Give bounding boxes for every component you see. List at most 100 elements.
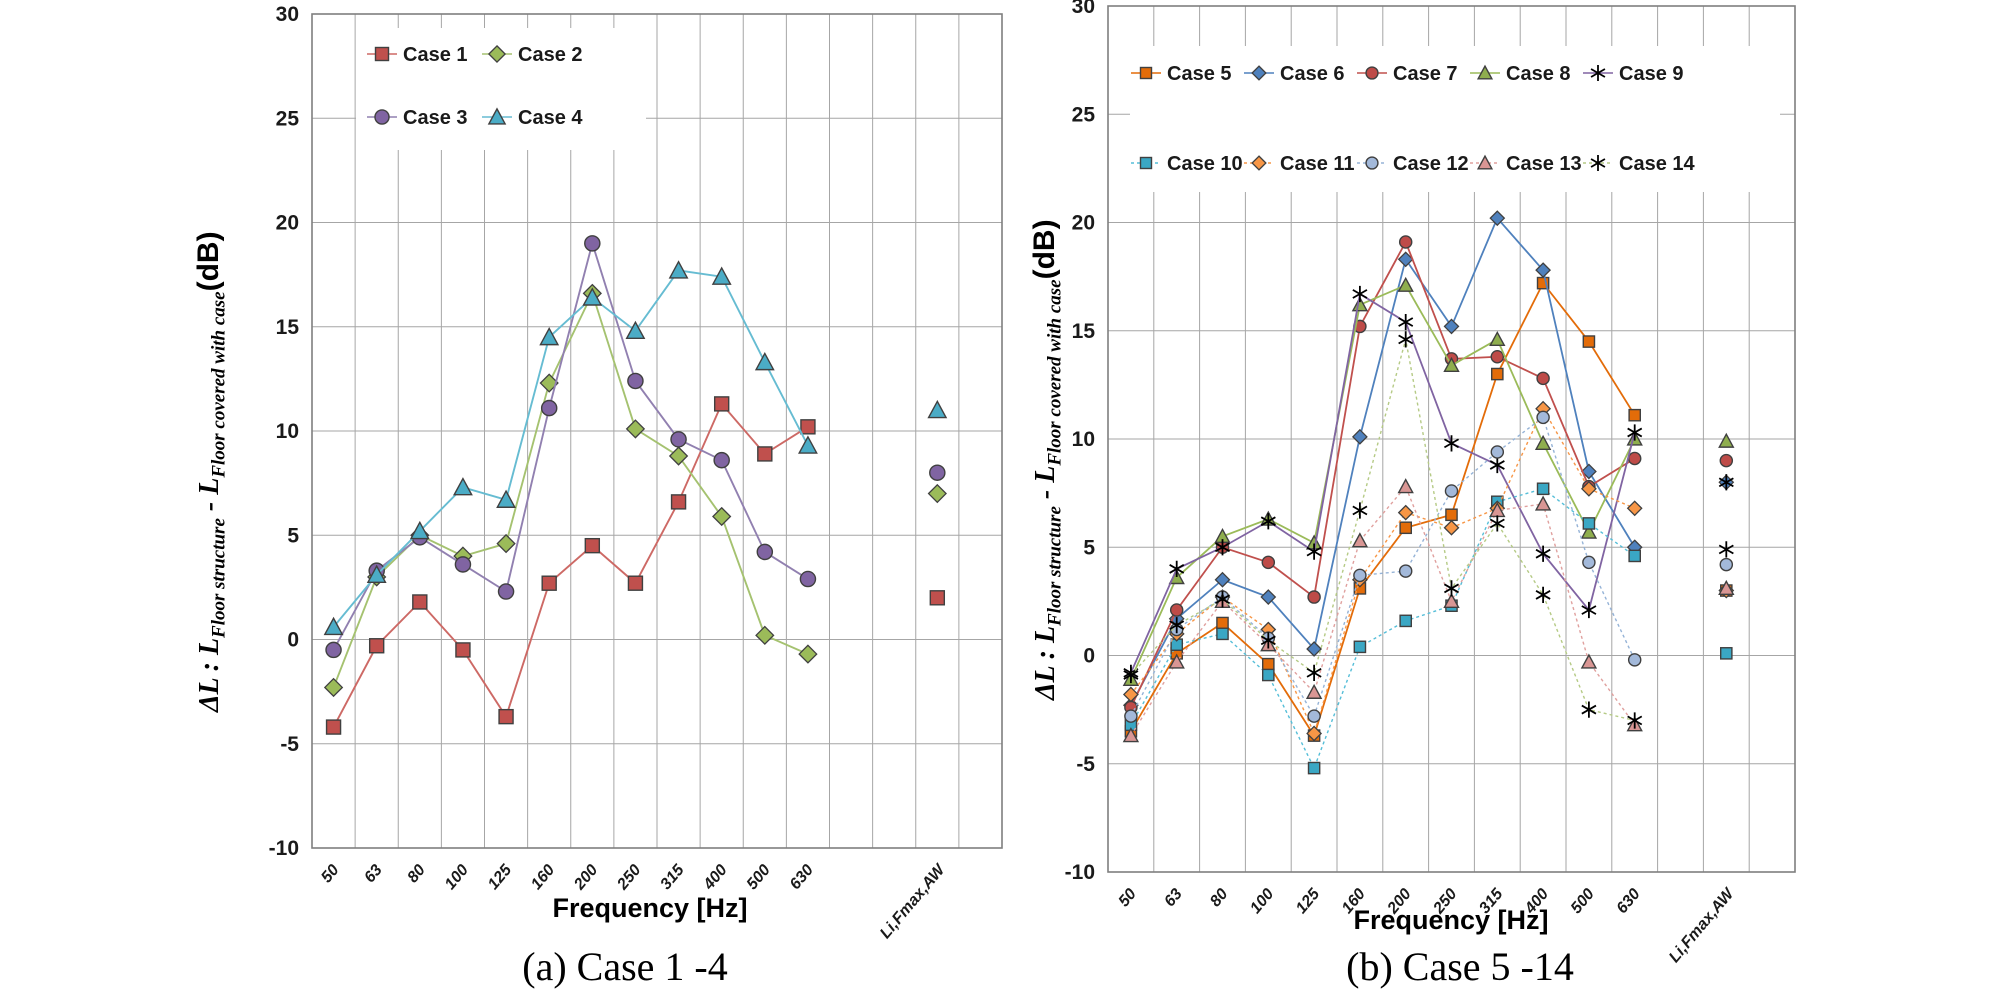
data-point-diamond bbox=[625, 419, 646, 439]
data-point-triangle bbox=[1534, 434, 1552, 450]
data-point-triangle bbox=[409, 520, 430, 540]
data-point-square bbox=[584, 537, 601, 554]
data-point-diamond bbox=[1580, 480, 1597, 497]
data-point-square bbox=[1582, 517, 1596, 530]
data-point-star bbox=[1123, 666, 1139, 684]
y-title-sub2-b: Floor covered with case bbox=[1044, 279, 1066, 466]
data-point-triangle bbox=[1580, 523, 1598, 539]
legend-item-case-2: Case 2 bbox=[482, 44, 583, 66]
data-point-circle bbox=[756, 543, 774, 561]
data-point-diamond bbox=[668, 446, 689, 466]
x-tick-label-li: Li,Fmax,AW bbox=[1666, 884, 1739, 966]
data-point-star bbox=[1352, 502, 1368, 519]
data-point-star bbox=[1214, 591, 1231, 608]
legend-label: Case 13 bbox=[1506, 153, 1582, 175]
data-point-circle bbox=[627, 372, 644, 390]
data-point-circle bbox=[670, 431, 687, 448]
data-point-triangle bbox=[366, 564, 387, 584]
data-point-star bbox=[1627, 712, 1643, 729]
data-point-star bbox=[1260, 513, 1276, 530]
y-title-minus-b: - L bbox=[1030, 465, 1061, 507]
data-point-square bbox=[800, 419, 816, 435]
x-tick-label: 63 bbox=[1161, 886, 1186, 911]
series-case-1 bbox=[325, 396, 946, 735]
x-tick-label: 500 bbox=[1568, 886, 1598, 917]
data-point-star bbox=[1581, 701, 1597, 718]
data-point-triangle bbox=[323, 616, 344, 636]
data-point-diamond bbox=[1214, 571, 1231, 588]
caption-a: (a) Case 1 -4 bbox=[522, 944, 728, 989]
data-point-square bbox=[627, 575, 644, 591]
y-axis-ticks: -10 -5 0 5 10 15 20 25 30 bbox=[269, 3, 300, 860]
data-point-triangle bbox=[1168, 653, 1185, 669]
data-point-triangle bbox=[1443, 592, 1460, 609]
data-point-star bbox=[1489, 515, 1505, 532]
legend-label: Case 8 bbox=[1506, 63, 1571, 85]
data-point-circle bbox=[454, 556, 472, 573]
series-line bbox=[1130, 416, 1636, 718]
x-tick-label: 160 bbox=[528, 862, 558, 893]
data-point-star bbox=[1214, 539, 1231, 556]
data-point-triangle bbox=[539, 326, 560, 346]
x-tick-label: 100 bbox=[442, 862, 472, 893]
data-point-diamond bbox=[539, 373, 559, 393]
data-point-star bbox=[1398, 313, 1414, 331]
caption-b: (b) Case 5 -14 bbox=[1346, 944, 1574, 989]
x-axis-title-a: Frequency [Hz] bbox=[552, 893, 748, 923]
legend-item-case-12: Case 12 bbox=[1357, 153, 1469, 175]
x-tick-label-li: Li,Fmax,AW bbox=[877, 860, 950, 942]
data-point-triangle bbox=[1580, 653, 1598, 669]
legend-label: Case 6 bbox=[1280, 63, 1345, 85]
legend-item-case-1: Case 1 bbox=[367, 44, 468, 66]
y-title-sub1-a: Floor structure bbox=[208, 518, 230, 638]
data-point-li-triangle bbox=[927, 399, 948, 419]
y-tick-label: 25 bbox=[1072, 103, 1096, 126]
y-tick-label: 15 bbox=[276, 316, 300, 339]
legend-label: Case 11 bbox=[1280, 153, 1355, 175]
data-point-star bbox=[1260, 632, 1276, 649]
legend-marker-circle bbox=[1365, 66, 1379, 80]
y-title-sub1-b: Floor structure bbox=[1044, 506, 1066, 626]
series-line bbox=[1130, 339, 1635, 722]
data-point-circle bbox=[1582, 555, 1596, 570]
data-point-diamond bbox=[798, 644, 818, 664]
data-point-square bbox=[368, 638, 385, 654]
data-point-circle bbox=[1627, 653, 1642, 667]
series-case-9 bbox=[1123, 285, 1734, 681]
y-axis-ticks: -10 -5 0 5 10 15 20 25 30 bbox=[1065, 0, 1096, 884]
data-point-circle bbox=[325, 641, 342, 659]
data-point-li-triangle bbox=[1718, 432, 1735, 448]
y-title-minus-a: - L bbox=[194, 477, 225, 519]
legend-label: Case 9 bbox=[1619, 63, 1684, 85]
data-point-triangle bbox=[625, 320, 646, 340]
data-point-li-circle bbox=[1719, 453, 1734, 468]
data-point-star bbox=[1489, 456, 1505, 474]
data-point-star bbox=[1535, 586, 1551, 603]
data-point-li-circle bbox=[929, 464, 946, 481]
data-point-triangle bbox=[1397, 276, 1414, 292]
data-point-diamond bbox=[755, 625, 775, 645]
data-point-circle bbox=[1124, 709, 1138, 723]
data-point-triangle bbox=[1351, 532, 1369, 548]
data-point-circle bbox=[1536, 371, 1550, 386]
data-point-square bbox=[412, 594, 428, 610]
y-tick-label: -5 bbox=[280, 733, 299, 756]
data-point-square bbox=[1261, 668, 1275, 682]
legend: Case 5 Case 6 Case 7 Case 8 Case 9 Case 10 Cas… bbox=[1131, 63, 1695, 175]
data-point-circle bbox=[1490, 349, 1505, 364]
data-point-circle bbox=[540, 399, 558, 417]
legend-background bbox=[356, 28, 646, 150]
legend-label: Case 12 bbox=[1393, 153, 1469, 175]
y-title-sub2-a: Floor covered with case bbox=[208, 291, 230, 478]
series-line bbox=[1130, 292, 1636, 674]
data-point-triangle bbox=[1351, 296, 1369, 312]
legend-item-case-4: Case 4 bbox=[482, 107, 583, 129]
x-tick-label: 80 bbox=[1207, 886, 1232, 911]
legend-marker-triangle bbox=[1476, 64, 1494, 80]
data-point-li-triangle bbox=[1718, 579, 1735, 596]
series-line bbox=[1130, 281, 1636, 738]
y-tick-label: -10 bbox=[1065, 861, 1095, 884]
legend-label: Case 4 bbox=[518, 107, 583, 129]
data-point-circle bbox=[1444, 484, 1459, 498]
